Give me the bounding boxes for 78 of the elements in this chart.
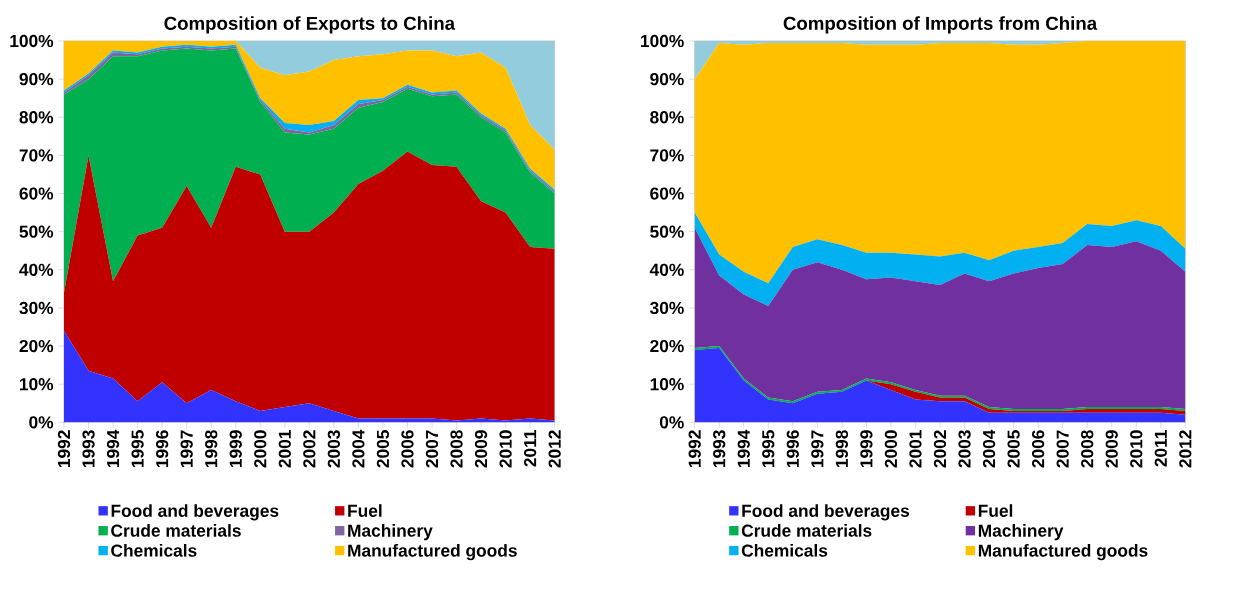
y-tick-label: 60% [19,187,54,200]
x-tick-label: 1993 [713,430,726,468]
x-tick-label: 1998 [205,430,218,468]
y-tick-label: 60% [650,187,684,200]
x-tick-label: 2010 [499,430,512,468]
y-tick-label: 0% [29,416,54,429]
y-tick-label: 20% [650,339,684,353]
x-tick-label: 2011 [524,430,537,467]
x-tick-label: 2006 [401,430,414,468]
x-tick-label: 2003 [958,430,971,468]
x-tick-label: 1999 [860,430,873,468]
x-tick-label: 2003 [327,430,341,468]
x-tick-label: 2004 [982,429,996,468]
y-tick-label: 100% [10,34,54,48]
x-tick-label: 1993 [82,430,95,468]
x-tick-label: 1995 [762,430,775,468]
chart-title: Composition of Imports from China [783,16,1098,34]
legend-label: Manufactured goods [978,543,1148,561]
legend-label: Food and beverages [742,504,910,521]
x-tick-label: 2002 [303,430,316,468]
x-tick-label: 2011 [1154,430,1167,467]
x-tick-label: 1992 [688,430,701,468]
legend-label: Crude materials [741,524,872,537]
y-tick-label: 80% [650,111,684,124]
legend-label: Fuel [348,504,382,517]
x-tick-label: 2000 [254,430,267,468]
x-tick-label: 2009 [474,430,488,468]
x-tick-label: 2007 [425,430,439,468]
y-tick-label: 30% [649,301,684,315]
x-tick-label: 2004 [352,429,365,468]
x-tick-label: 2001 [278,430,291,468]
y-tick-label: 30% [19,301,54,315]
y-tick-label: 70% [650,149,684,162]
x-tick-label: 2000 [884,430,898,468]
y-tick-label: 90% [650,72,684,86]
y-tick-label: 20% [19,339,54,353]
legend-label: Fuel [978,504,1013,517]
x-tick-label: 1994 [737,429,750,468]
y-tick-label: 50% [19,225,54,238]
x-tick-label: 2010 [1130,430,1143,468]
legend-label: Food and beverages [111,504,279,521]
chart-title: Composition of Exports to China [164,16,456,34]
x-tick-label: 1996 [155,430,169,468]
legend-label: Manufactured goods [348,543,517,561]
x-tick-label: 1999 [229,430,242,468]
y-tick-label: 10% [19,378,54,391]
x-tick-label: 2006 [1032,430,1045,468]
x-tick-label: 1992 [57,430,71,468]
y-tick-label: 100% [641,34,684,48]
y-tick-label: 40% [649,263,684,276]
x-tick-label: 2001 [909,430,922,468]
x-tick-label: 2012 [1179,430,1192,468]
x-tick-label: 2009 [1105,430,1118,468]
legend-label: Machinery [348,524,433,541]
x-tick-label: 2005 [1007,430,1020,468]
x-tick-label: 2002 [933,430,947,468]
x-tick-label: 2008 [450,430,463,468]
legend-label: Crude materials [111,524,241,537]
x-tick-label: 2012 [548,430,561,468]
x-tick-label: 2008 [1081,430,1094,468]
x-tick-label: 1997 [811,430,824,468]
x-tick-label: 1996 [786,430,799,468]
x-tick-label: 1994 [106,429,120,468]
y-tick-label: 10% [650,378,684,391]
x-tick-label: 2007 [1056,430,1069,468]
y-tick-label: 50% [650,225,684,238]
y-tick-label: 70% [19,149,54,162]
y-tick-label: 80% [19,111,54,124]
legend-label: Chemicals [111,543,197,557]
y-tick-label: 0% [659,416,684,429]
y-tick-label: 90% [19,72,54,86]
x-tick-label: 1997 [180,430,193,468]
legend-label: Chemicals [741,543,828,557]
x-tick-label: 1998 [835,430,849,468]
x-tick-label: 1995 [131,430,144,468]
y-tick-label: 40% [19,263,54,276]
legend-label: Machinery [978,524,1064,541]
x-tick-label: 2005 [376,430,390,468]
